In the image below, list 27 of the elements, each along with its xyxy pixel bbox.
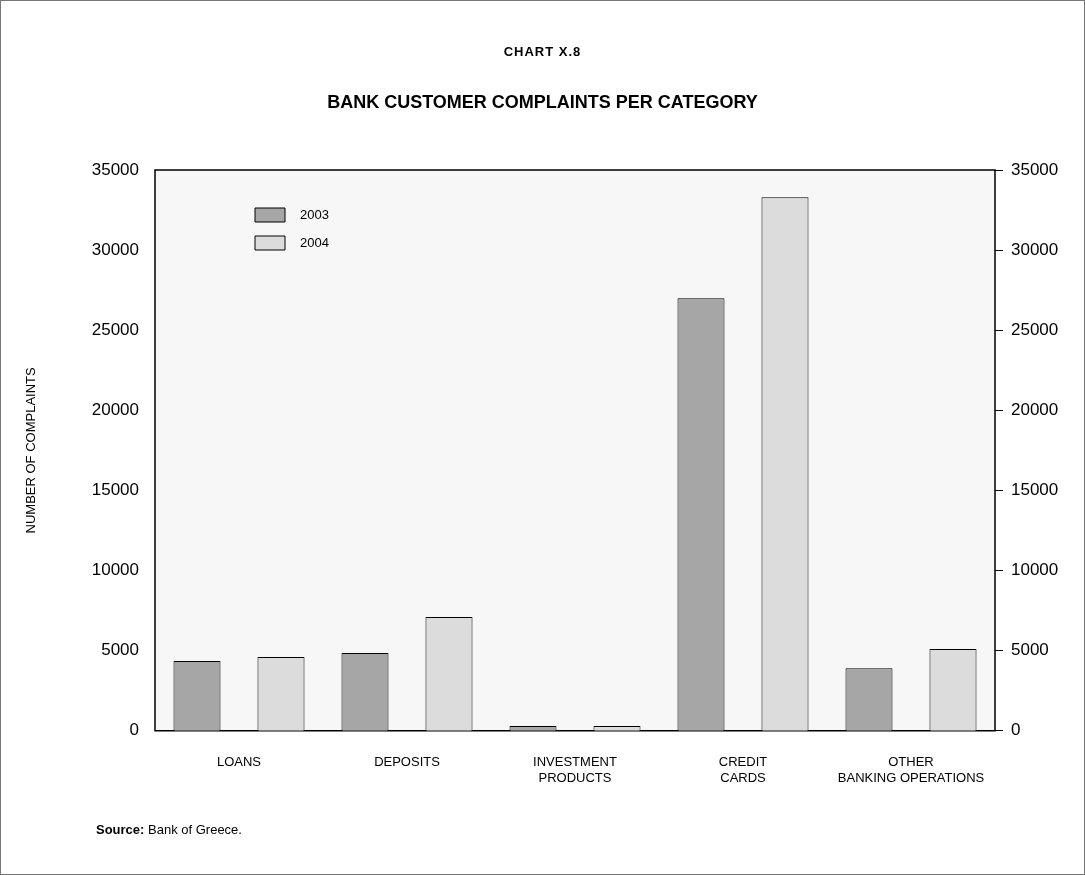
y-tick-label: 20000 (91, 400, 139, 420)
y-tick-label: 30000 (91, 239, 139, 259)
y2-tick-label: 25000 (1011, 319, 1059, 339)
y2-tick-label: 15000 (1011, 480, 1059, 500)
chart-subtitle: BANK CUSTOMER COMPLAINTS PER CATEGORY (326, 92, 759, 113)
x-tick-label: LOANS (216, 754, 262, 770)
legend-label: 2003 (300, 206, 329, 222)
y2-tick-label: 35000 (1011, 159, 1059, 179)
y-tick-label: 15000 (91, 480, 139, 500)
y-tick-label: 25000 (91, 319, 139, 339)
y2-tick-label: 30000 (1011, 239, 1059, 259)
x-tick-label: OTHER BANKING OPERATIONS (837, 754, 985, 785)
y2-tick-label: 0 (1011, 720, 1021, 740)
chart-title: CHART X.8 (502, 44, 583, 59)
y2-tick-label: 5000 (1011, 640, 1049, 660)
y-axis-title: NUMBER OF COMPLAINTS (23, 367, 39, 534)
y-tick-label: 10000 (91, 560, 139, 580)
source-note: Source: Bank of Greece. (96, 822, 242, 837)
y-tick-label: 0 (129, 720, 139, 740)
x-tick-label: CREDIT CARDS (718, 754, 768, 785)
y2-tick-label: 10000 (1011, 560, 1059, 580)
x-tick-label: INVESTMENT PRODUCTS (533, 754, 617, 785)
legend-label: 2004 (300, 234, 329, 250)
x-tick-label: DEPOSITS (374, 754, 441, 770)
y-tick-label: 35000 (91, 159, 139, 179)
y-tick-label: 5000 (101, 640, 139, 660)
y2-tick-label: 20000 (1011, 400, 1059, 420)
